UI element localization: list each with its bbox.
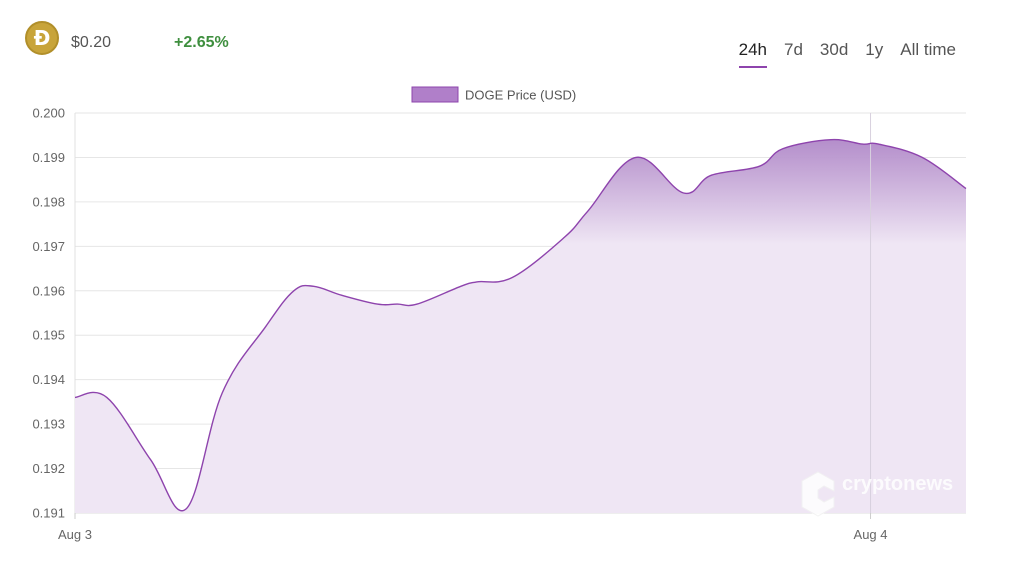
- y-tick-label: 0.195: [32, 328, 65, 343]
- y-tick-label: 0.198: [32, 194, 65, 209]
- tab-all-time[interactable]: All time: [900, 40, 956, 59]
- cryptonews-logo-icon: [801, 471, 835, 517]
- x-tick-label: Aug 4: [854, 527, 888, 542]
- coin-symbol-glyph: Ð: [33, 26, 51, 50]
- y-tick-label: 0.200: [32, 106, 65, 121]
- tab-1y[interactable]: 1y: [865, 40, 884, 59]
- price-area-fill: [75, 139, 966, 514]
- legend-label: DOGE Price (USD): [465, 88, 576, 103]
- y-tick-label: 0.199: [32, 150, 65, 165]
- tab-7d[interactable]: 7d: [784, 40, 803, 59]
- y-tick-label: 0.193: [32, 417, 65, 432]
- doge-coin-icon: Ð: [25, 21, 59, 55]
- y-tick-label: 0.196: [32, 283, 65, 298]
- y-tick-label: 0.192: [32, 461, 65, 476]
- legend[interactable]: DOGE Price (USD): [411, 86, 576, 103]
- price-line: [74, 138, 967, 512]
- y-axis: 0.191 0.192 0.193 0.194 0.195 0.196 0.197 0.198…: [32, 106, 65, 521]
- tab-30d[interactable]: 30d: [819, 40, 849, 59]
- price-change: +2.65%: [174, 34, 229, 51]
- tab-24h[interactable]: 24h: [738, 40, 768, 68]
- header: Ð $0.20 +2.65% 24h 7d 30d 1y All time: [0, 0, 1024, 80]
- x-tick-label: Aug 3: [58, 527, 92, 542]
- timeframe-tabs: 24h 7d 30d 1y All time: [722, 40, 956, 68]
- cryptonews-watermark: cryptonews: [801, 471, 953, 517]
- y-tick-label: 0.194: [32, 372, 65, 387]
- x-axis: Aug 3 Aug 4: [58, 513, 888, 542]
- y-tick-label: 0.197: [32, 239, 65, 254]
- y-tick-label: 0.191: [32, 506, 65, 521]
- watermark-text: cryptonews: [842, 473, 953, 495]
- current-price: $0.20: [71, 34, 112, 51]
- legend-swatch: [411, 86, 459, 103]
